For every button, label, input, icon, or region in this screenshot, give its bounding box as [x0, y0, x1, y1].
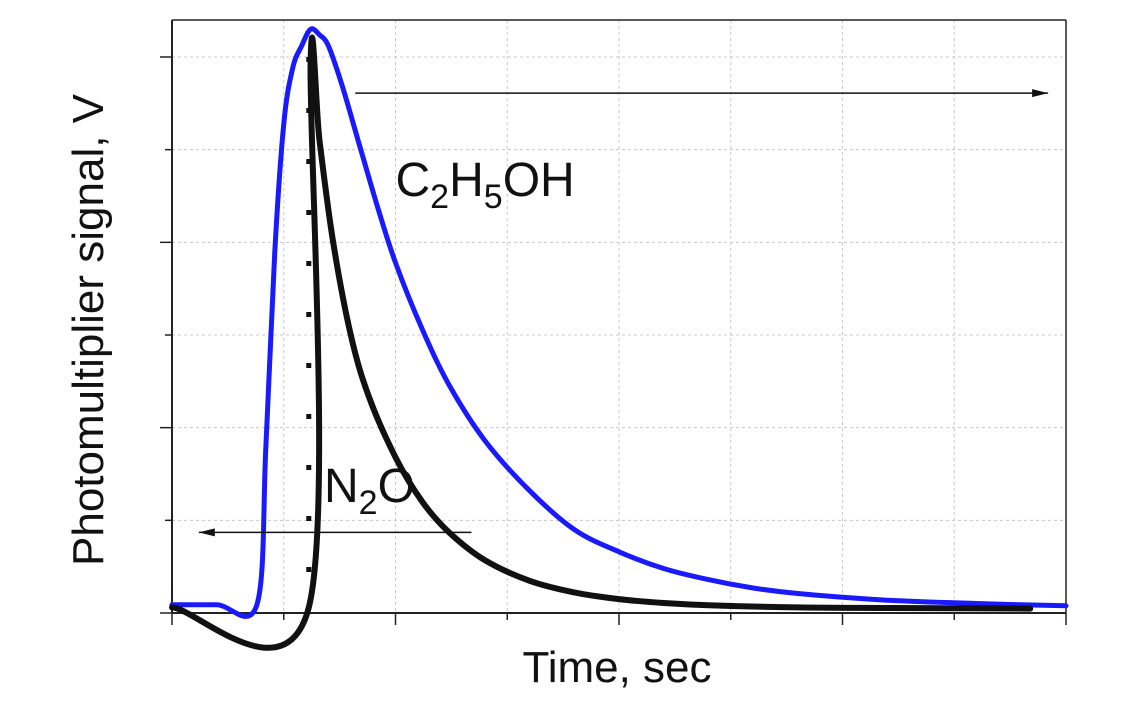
axes — [160, 19, 1067, 625]
series-line-1 — [169, 34, 1034, 651]
grid — [172, 20, 1066, 613]
arrows-group — [198, 89, 1049, 537]
series-line-0 — [169, 26, 1069, 619]
y-axis-title: Photomultiplier signal, V — [64, 93, 113, 566]
x-axis-title: Time, sec — [522, 643, 711, 692]
series-group — [169, 26, 1069, 651]
n2o-annotation: N2O — [324, 460, 415, 522]
arrow-left-head — [198, 528, 215, 537]
c2h5oh-annotation: C2H5OH — [396, 154, 575, 216]
arrow-right-head — [1032, 89, 1049, 98]
